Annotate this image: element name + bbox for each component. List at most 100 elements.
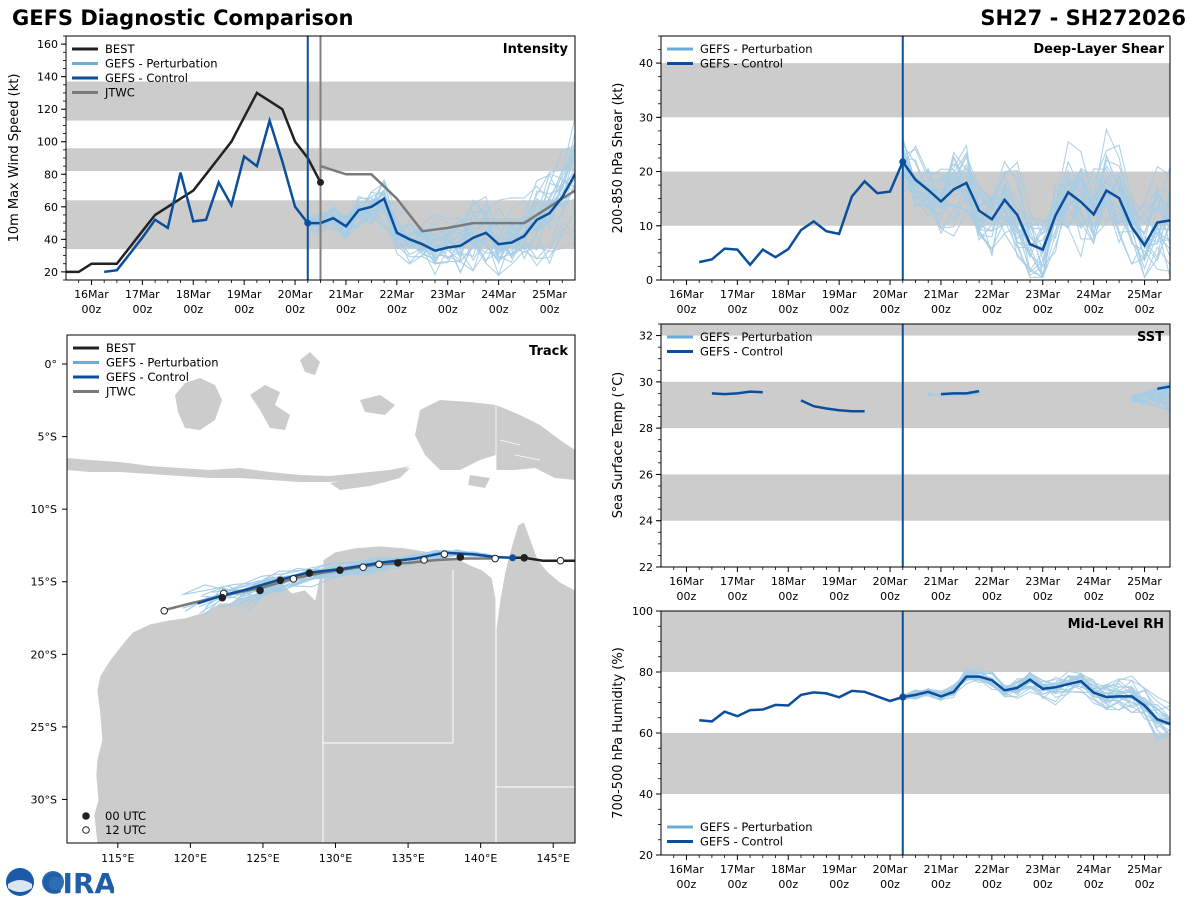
track-fix-marker [440,550,449,558]
shear-panel: 0 10 20 30 40 16Mar 00z 17Mar 00z 18Mar 00z 19Mar 0… [611,35,1171,316]
rh-xtick-label: 00z [880,878,900,891]
intensity-xtick-label: 00z [540,303,560,316]
shear-ylabel: 200-850 hPa Shear (kt) [611,83,626,234]
shear-band-1 [661,63,1170,118]
shear-perturbation-line [902,127,1170,278]
track-ytick-label: 0° [45,358,58,371]
intensity-title: Intensity [503,42,569,57]
shear-ytick-label: 10 [639,220,653,233]
sst-ytick-label: 32 [639,330,653,343]
legend-label: GEFS - Control [105,71,188,85]
intensity-xtick-label: 16Mar [74,288,109,301]
sst-xtick-label: 00z [1033,590,1053,603]
intensity-xtick-label: 21Mar [329,288,364,301]
sst-ytick-label: 24 [639,515,653,528]
shear-xtick-label: 00z [677,303,697,316]
rh-ensemble-lines [902,667,1170,742]
shear-marker [899,158,907,166]
rh-xtick-label: 22Mar [974,863,1009,876]
track-panel: 0° 5°S 10°S 15°S 20°S 25°S 30°S 115°E 120°E 125°… [31,334,576,865]
track-fix-marker [394,559,402,567]
sst-band-0 [661,474,1170,521]
sst-xtick-label: 00z [677,590,697,603]
track-fix-marker [160,606,169,615]
track-fix-marker [359,563,367,572]
page-title: GEFS Diagnostic Comparison [12,6,354,30]
legend-label: GEFS - Control [700,835,783,849]
intensity-ytick-label: 140 [37,71,58,84]
shear-xtick-label: 00z [1135,303,1155,316]
sst-xtick-label: 20Mar [873,575,908,588]
rh-xtick-label: 21Mar [924,863,959,876]
rh-ytick-label: 40 [639,788,653,801]
legend-label: GEFS - Control [700,345,783,359]
rh-bands [661,611,1170,794]
rh-ytick-label: 20 [639,849,653,862]
intensity-marker [317,178,324,186]
rh-xtick-label: 23Mar [1025,863,1060,876]
sst-xtick-label: 00z [829,590,849,603]
rh-xtick-label: 19Mar [822,863,857,876]
intensity-control-line [104,116,575,274]
sst-band-1 [661,381,1170,429]
track-ytick-label: 10°S [31,503,57,516]
intensity-perturbation-line [307,152,575,250]
intensity-perturbation-line [307,141,575,272]
sst-xtick-label: 00z [880,590,900,603]
intensity-xtick-label: 00z [132,303,152,316]
sst-xtick-label: 22Mar [974,575,1009,588]
sst-xtick-label: 18Mar [771,575,806,588]
intensity-xtick-label: 17Mar [125,288,160,301]
rh-ylabel: 700-500 hPa Humidity (%) [611,647,626,819]
sst-plot-frame [660,323,1171,568]
track-best-line [509,556,575,562]
rh-ytick-label: 60 [639,727,653,740]
rh-xtick-label: 00z [1033,878,1053,891]
track-xtick-label: 145°E [537,852,570,865]
sst-control-line [711,390,763,396]
shear-xtick-label: 19Mar [822,288,857,301]
intensity-xtick-label: 18Mar [176,288,211,301]
map-land [67,352,575,843]
intensity-panel: 20 40 60 80 100 120 140 160 16Mar 00z 17Mar 00z 18M… [7,35,576,316]
intensity-ytick-label: 160 [37,38,58,51]
track-ytick-label: 25°S [31,721,57,734]
rh-xtick-label: 00z [677,878,697,891]
rh-xtick-label: 00z [982,878,1002,891]
rh-xtick-label: 18Mar [771,863,806,876]
track-xtick-label: 115°E [101,852,134,865]
intensity-ytick-label: 80 [44,168,58,181]
intensity-perturbation-line [307,210,575,265]
intensity-best-line [66,91,322,274]
track-fix-marker [556,556,565,565]
legend-label: GEFS - Perturbation [700,820,813,834]
shear-ytick-label: 40 [639,57,653,70]
track-perturbation-line [254,552,512,606]
sst-ytick-label: 26 [639,468,653,481]
rh-marker [899,693,907,701]
rh-xtick-label: 16Mar [669,863,704,876]
track-fix-marker [289,575,298,583]
legend-label: GEFS - Perturbation [700,42,813,56]
shear-xtick-label: 21Mar [924,288,959,301]
shear-xtick-label: 18Mar [771,288,806,301]
time-legend-label: 00 UTC [105,809,146,823]
track-fix-marker [491,554,499,563]
shear-perturbation-line [902,152,1170,253]
sst-xtick-label: 23Mar [1025,575,1060,588]
sst-xtick-label: 16Mar [669,575,704,588]
track-fix-marker [336,566,344,574]
rh-title: Mid-Level RH [1068,617,1164,632]
intensity-ytick-label: 20 [44,266,58,279]
legend-label: GEFS - Perturbation [105,57,218,71]
track-xtick-label: 130°E [319,852,352,865]
sst-xtick-label: 25Mar [1127,575,1162,588]
sst-xtick-label: 00z [727,590,747,603]
rh-panel: 20 40 60 80 100 16Mar 00z 17Mar 00z 18Mar 00z 19Ma… [611,605,1171,891]
track-xtick-label: 120°E [174,852,207,865]
indonesia-islands [67,352,575,490]
